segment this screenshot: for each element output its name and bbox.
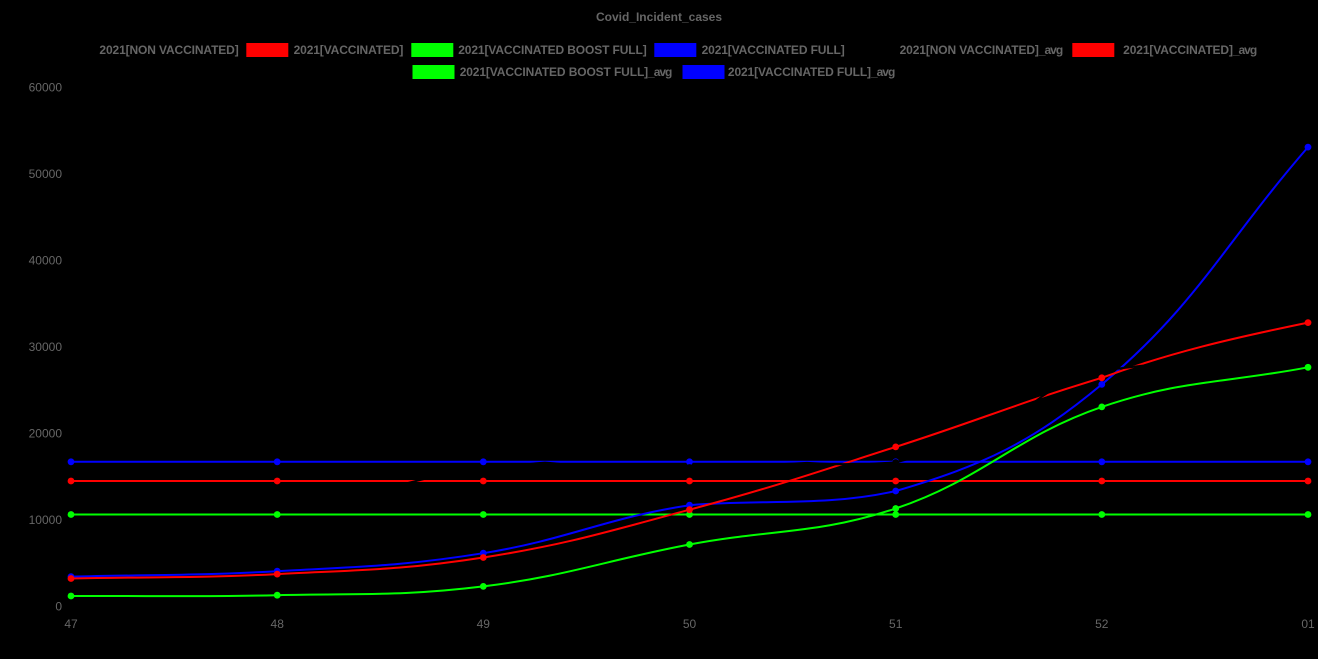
svg-text:49: 49 — [477, 617, 491, 631]
svg-text:50000: 50000 — [29, 167, 63, 181]
svg-text:0: 0 — [55, 600, 62, 614]
svg-text:60000: 60000 — [29, 80, 63, 94]
svg-text:20000: 20000 — [29, 427, 63, 441]
svg-text:10000: 10000 — [29, 513, 63, 527]
svg-text:48: 48 — [271, 617, 285, 631]
svg-text:40000: 40000 — [29, 253, 63, 267]
svg-text:30000: 30000 — [29, 340, 63, 354]
svg-text:52: 52 — [1095, 617, 1109, 631]
svg-text:47: 47 — [64, 617, 78, 631]
svg-text:50: 50 — [683, 617, 697, 631]
svg-text:51: 51 — [889, 617, 903, 631]
svg-text:01: 01 — [1301, 617, 1315, 631]
